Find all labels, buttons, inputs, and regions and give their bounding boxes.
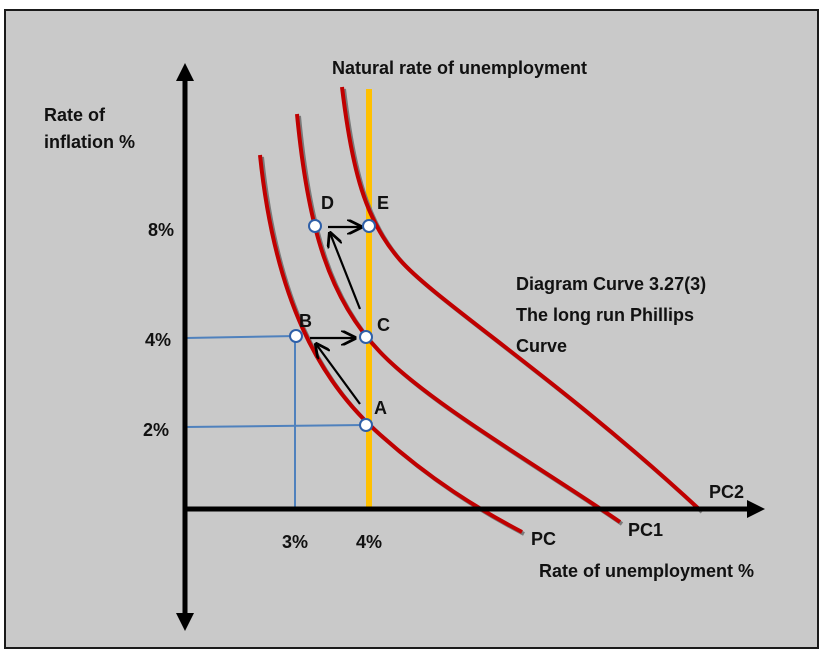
y-tick-8pct: 8%: [148, 220, 174, 240]
point-c-label: C: [377, 315, 390, 335]
curve-pc: [258, 154, 525, 536]
curve-label-pc: PC: [531, 529, 556, 549]
point-d-label: D: [321, 193, 334, 213]
point-a-label: A: [374, 398, 387, 418]
y-tick-2pct: 2%: [143, 420, 169, 440]
curve-label-pc2: PC2: [709, 482, 744, 502]
point-c-marker: [359, 330, 373, 344]
arrow-c-to-d: [330, 233, 362, 310]
caption-line-2: The long run Phillips: [516, 305, 694, 325]
point-a-marker: [359, 418, 373, 432]
caption-line-1: Diagram Curve 3.27(3): [516, 274, 706, 294]
curve-pc2: [340, 86, 704, 514]
guide-line-2pct-horizontal: [184, 424, 366, 428]
x-axis-label: Rate of unemployment %: [539, 561, 754, 581]
point-d-marker: [308, 219, 322, 233]
point-b-label: B: [299, 311, 312, 331]
y-tick-4pct: 4%: [145, 330, 171, 350]
x-tick-4pct: 4%: [356, 532, 382, 552]
point-e-label: E: [377, 193, 389, 213]
curve-pc1: [295, 113, 624, 526]
point-b-marker: [289, 329, 303, 343]
arrow-a-to-b: [316, 344, 361, 405]
x-tick-3pct: 3%: [282, 532, 308, 552]
guide-line-4pct-horizontal: [184, 335, 297, 339]
natural-rate-title: Natural rate of unemployment: [332, 58, 587, 78]
curve-label-pc1: PC1: [628, 520, 663, 540]
y-axis-label-line2: inflation %: [44, 132, 135, 152]
diagram-background: [4, 9, 819, 649]
caption-line-3: Curve: [516, 336, 567, 356]
y-axis-label-line1: Rate of: [44, 105, 106, 125]
point-e-marker: [362, 219, 376, 233]
